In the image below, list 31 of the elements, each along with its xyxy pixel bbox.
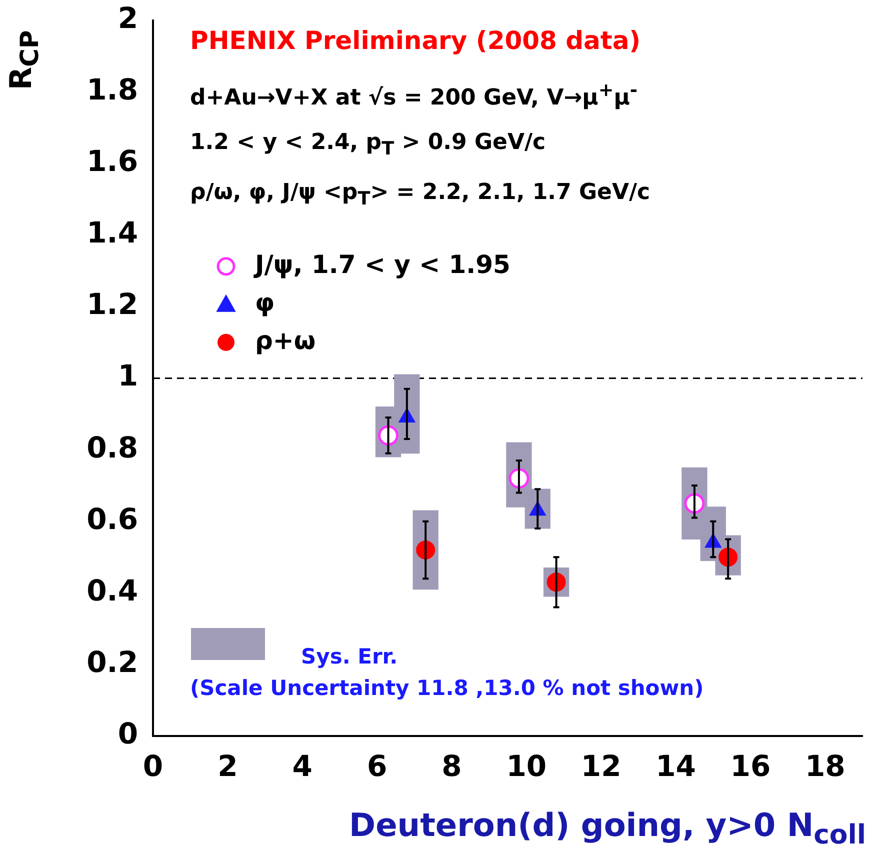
y-tick-label: 0.2 <box>86 644 138 679</box>
legend-label: ρ+ω <box>255 326 316 355</box>
y-tick-label: 0.4 <box>86 573 138 608</box>
annotation: d+Au→V+X at √s = 200 GeV, V→μ$^{+}$μ$^{-}$ <box>190 80 638 110</box>
y-tick-label: 1.6 <box>86 144 138 178</box>
y-tick-label: 0 <box>118 716 138 751</box>
x-tick-label: 14 <box>656 748 696 783</box>
legend-label: φ <box>255 288 275 317</box>
y-tick-label: 2 <box>118 0 138 35</box>
y-tick-label: 0.8 <box>86 430 138 464</box>
y-tick-label: 0.6 <box>86 502 138 536</box>
x-tick-label: 6 <box>366 748 388 783</box>
x-tick-label: 2 <box>218 748 238 783</box>
y-tick-label: 1 <box>118 358 138 393</box>
chart-title: PHENIX Preliminary (2008 data) <box>190 26 641 55</box>
annotation: 1.2 < y < 2.4, p$_{T}$ > 0.9 GeV/c <box>190 130 546 160</box>
x-tick-label: 0 <box>142 748 164 783</box>
x-tick-label: 4 <box>292 748 312 783</box>
x-tick-label: 18 <box>804 748 846 783</box>
x-axis-title: Deuteron(d) going, y>0 N$_{coll}$ <box>349 806 866 850</box>
x-tick-label: 12 <box>580 748 622 783</box>
x-tick-label: 16 <box>730 748 771 783</box>
y-tick-label: 1.4 <box>86 216 138 250</box>
legend-label: Sys. Err. <box>301 644 398 668</box>
y-tick-label: 1.8 <box>86 72 138 106</box>
x-tick-label: 8 <box>442 748 462 783</box>
legend-label: J/ψ, 1.7 < y < 1.95 <box>253 250 510 279</box>
annotation: (Scale Uncertainty 11.8 ,13.0 % not shown) <box>190 676 704 700</box>
x-tick-label: 10 <box>506 748 547 783</box>
annotation: ρ/ω, φ, J/ψ <p$_{T}$> = 2.2, 2.1, 1.7 GeV/c <box>190 180 650 210</box>
y-tick-label: 1.2 <box>86 287 138 322</box>
